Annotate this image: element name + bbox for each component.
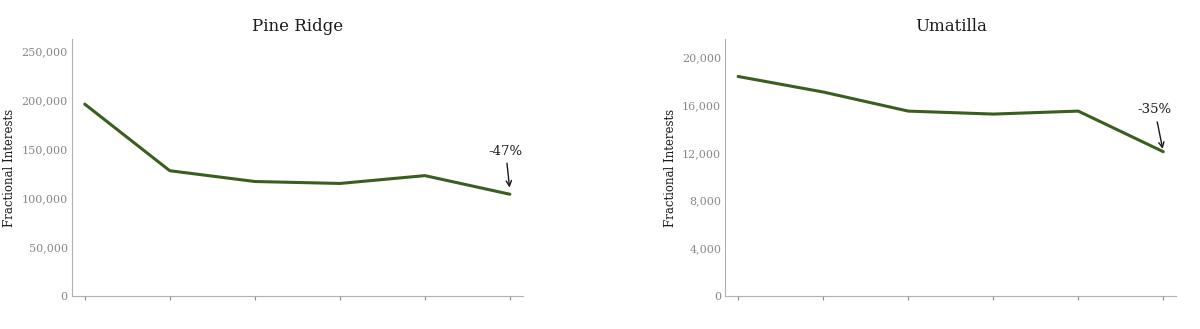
Text: -35%: -35%	[1138, 103, 1172, 147]
Text: -47%: -47%	[488, 145, 523, 186]
Title: Pine Ridge: Pine Ridge	[252, 18, 343, 35]
Y-axis label: Fractional Interests: Fractional Interests	[4, 109, 16, 227]
Y-axis label: Fractional Interests: Fractional Interests	[664, 109, 677, 227]
Title: Umatilla: Umatilla	[914, 18, 986, 35]
